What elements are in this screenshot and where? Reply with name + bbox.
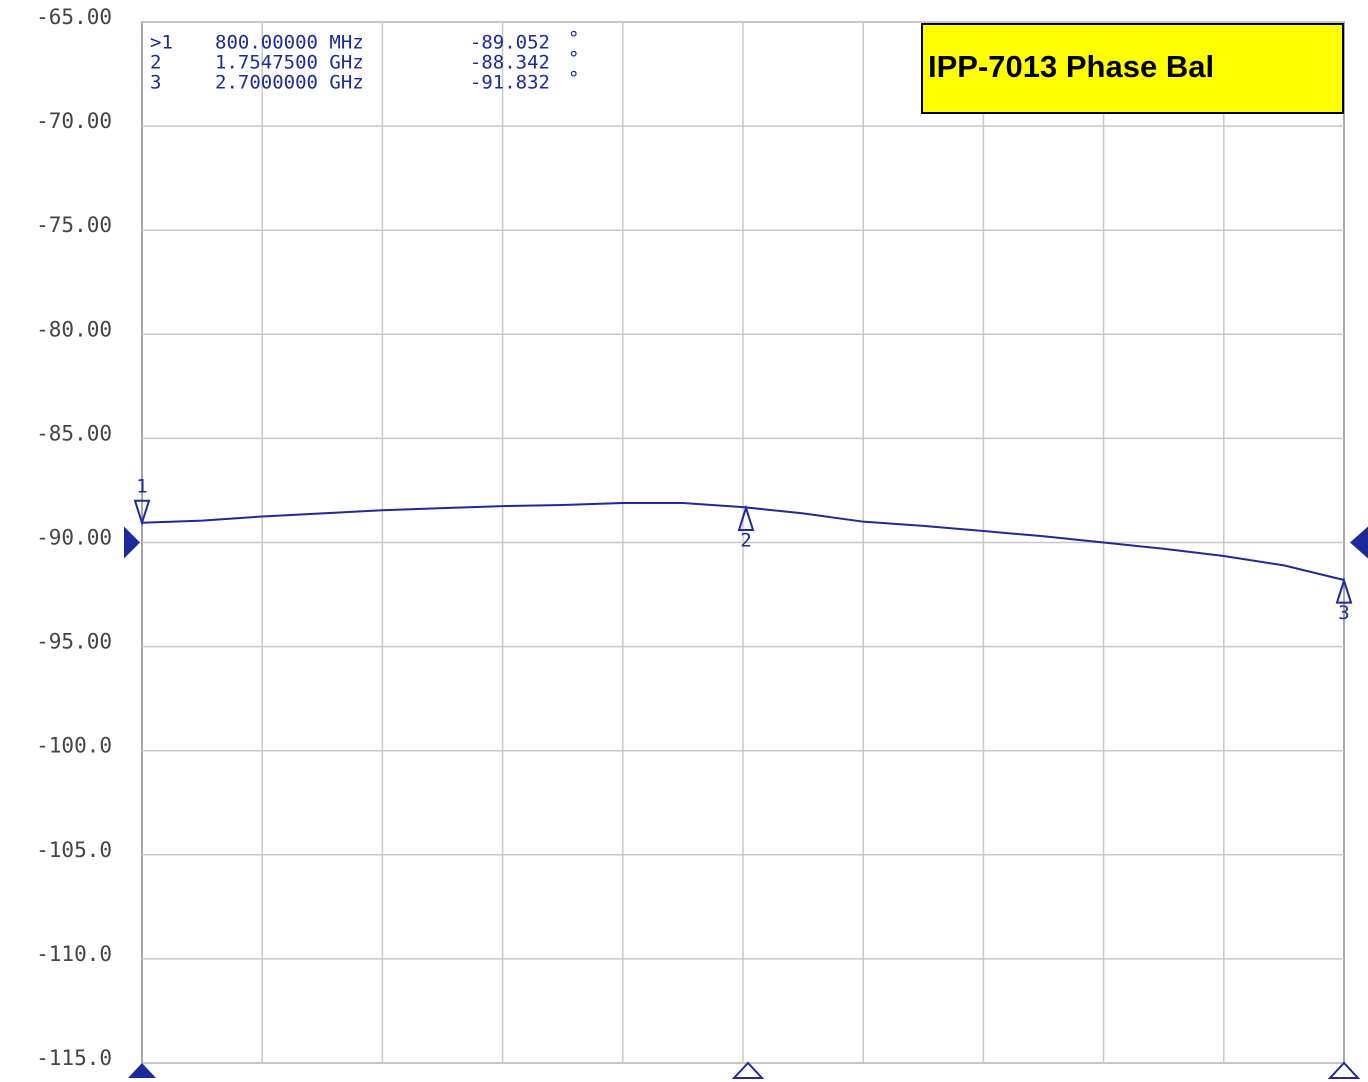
- reference-marker: [124, 526, 140, 559]
- y-tick-label: -70.00: [36, 109, 112, 133]
- marker: [133, 499, 151, 527]
- stimulus-marker: [128, 1063, 156, 1078]
- marker-label: 3: [1338, 602, 1349, 624]
- reference-marker: [1350, 526, 1368, 559]
- marker-value: -88.342: [470, 52, 550, 74]
- y-tick-label: -100.0: [36, 734, 112, 758]
- marker-id: >1: [150, 32, 173, 54]
- y-tick-label: -80.00: [36, 317, 112, 341]
- marker-frequency: 1.7547500 GHz: [215, 52, 364, 74]
- y-tick-label: -90.00: [36, 526, 112, 550]
- marker-value: -91.832: [470, 72, 550, 94]
- stimulus-marker: [731, 1061, 765, 1079]
- marker-value: -89.052: [470, 32, 550, 54]
- marker: [1335, 577, 1353, 604]
- marker-unit: °: [568, 48, 579, 70]
- y-tick-label: -105.0: [36, 838, 112, 862]
- marker-label: 2: [740, 529, 751, 551]
- marker-frequency: 2.7000000 GHz: [215, 72, 364, 94]
- marker-frequency: 800.00000 MHz: [215, 32, 364, 54]
- trace: [141, 501, 1345, 581]
- title-box: [921, 23, 1344, 114]
- marker-unit: °: [568, 68, 579, 90]
- marker-unit: °: [568, 28, 579, 50]
- marker-label: 1: [136, 475, 147, 497]
- marker-id: 2: [150, 52, 161, 74]
- marker: [737, 504, 755, 531]
- y-tick-label: -115.0: [36, 1046, 112, 1070]
- y-tick-label: -110.0: [36, 942, 112, 966]
- stimulus-marker: [1327, 1061, 1361, 1079]
- chart-title: IPP-7013 Phase Bal: [928, 49, 1214, 84]
- y-tick-label: -95.00: [36, 630, 112, 654]
- y-tick-label: -85.00: [36, 421, 112, 445]
- marker-id: 3: [150, 72, 161, 94]
- y-tick-label: -65.00: [36, 5, 112, 29]
- y-tick-label: -75.00: [36, 213, 112, 237]
